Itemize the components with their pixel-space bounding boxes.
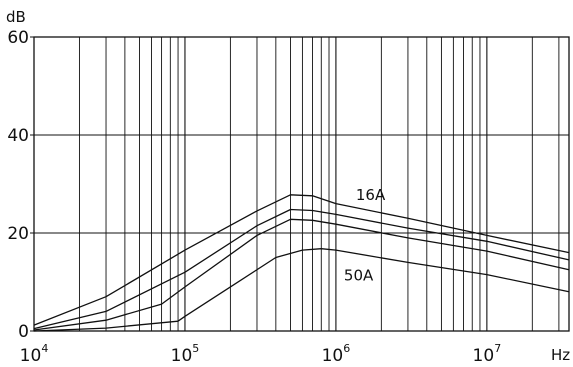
series-group [33,194,570,332]
y-tick-label: 60 [7,28,29,48]
grid [34,37,569,331]
x-tick-label: 107 [473,342,502,366]
x-unit-label: Hz [551,346,570,364]
series-labels: 16A 50A [344,186,386,285]
series-line-3 [33,218,570,331]
series-line-1 [33,194,570,326]
x-tick-label: 105 [171,342,200,366]
y-tick-label: 40 [7,126,29,146]
series-line-2 [33,208,570,330]
x-tick-labels: 104 105 106 107 [20,342,502,366]
series-label-1: 16A [356,186,386,204]
y-tick-label: 0 [18,322,29,342]
y-tick-labels: 0 20 40 60 [7,28,34,342]
series-label-4: 50A [344,267,374,285]
series-line-4 [33,248,570,332]
x-tick-label: 104 [20,342,49,366]
plot-frame [33,36,570,332]
y-tick-label: 20 [7,224,29,244]
y-unit-label: dB [6,8,26,26]
x-tick-label: 106 [322,342,351,366]
